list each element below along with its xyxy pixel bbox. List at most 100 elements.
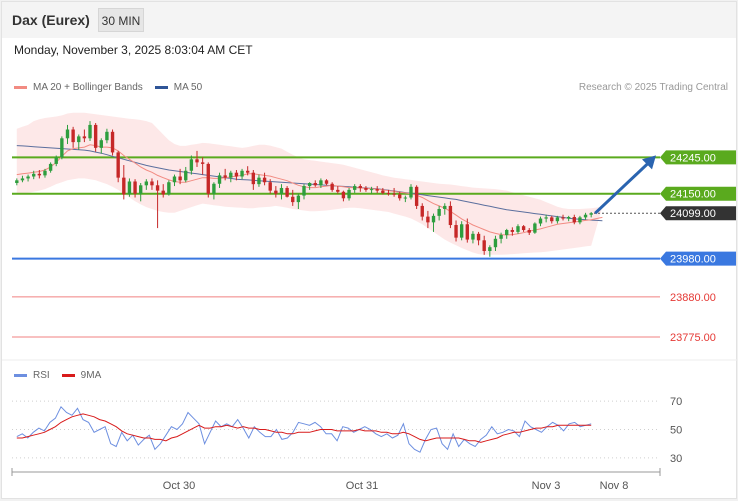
candle-body [336, 189, 340, 192]
candle-body [409, 186, 413, 198]
x-tick-label: Nov 8 [600, 480, 629, 492]
candle-body [527, 230, 531, 233]
candle-body [488, 247, 492, 252]
forecast-arrowhead-icon [642, 155, 656, 170]
candle-body [313, 183, 317, 186]
candle-body [414, 186, 419, 206]
candle-body [516, 226, 520, 232]
candle-body [77, 136, 81, 143]
candle-body [533, 223, 537, 233]
candle-body [172, 176, 177, 183]
candle-body [369, 189, 374, 191]
legend-ma50: MA 50 [154, 82, 203, 93]
candle-body [88, 124, 92, 139]
level-label-target: 23775.00 [670, 332, 716, 344]
candle-body [240, 170, 244, 177]
candle-body [465, 224, 469, 240]
candle-body [279, 187, 284, 194]
ma20-swatch-icon [14, 86, 27, 89]
candle-body [459, 224, 464, 238]
candle-body [426, 216, 430, 223]
candle-body [26, 176, 30, 179]
candle-body [223, 175, 227, 178]
legend-rsi: RSI [14, 370, 50, 381]
candle-body [246, 170, 250, 173]
candle-body [544, 217, 548, 219]
candle-body [99, 140, 103, 148]
candle-body [184, 170, 188, 181]
candle-body [291, 196, 295, 203]
candle-body [150, 181, 154, 186]
candle-body [116, 152, 120, 178]
candle-body [268, 182, 272, 191]
candle-body [398, 194, 402, 199]
legend-ma50-label: MA 50 [173, 82, 203, 93]
legend-9ma-label: 9MA [80, 370, 102, 381]
candle-body [454, 225, 458, 238]
candle-body [392, 193, 396, 195]
candle-body [155, 185, 160, 191]
candle-body [217, 175, 222, 184]
rsi-line [16, 405, 592, 453]
candle-body [352, 186, 357, 190]
rsi-tick-label: 70 [670, 396, 682, 408]
candle-body [296, 195, 301, 203]
candle-body [161, 190, 165, 195]
candle-body [307, 183, 312, 187]
forecast-arrow-line [594, 162, 650, 215]
level-tag-resistance [660, 186, 736, 201]
candle-body [589, 213, 593, 215]
rsi-tick-label: 50 [670, 425, 682, 437]
rsi-tick-label: 30 [670, 453, 682, 465]
candle-body [566, 217, 571, 219]
candle-body [200, 162, 205, 164]
price-legend: MA 20 + Bollinger Bands MA 50 [14, 82, 214, 93]
candle-body [251, 172, 256, 185]
candle-body [555, 217, 560, 222]
candle-body [144, 181, 149, 186]
level-tag-resistance [660, 150, 736, 165]
legend-ma20-label: MA 20 + Bollinger Bands [33, 82, 143, 93]
candle-body [127, 181, 132, 195]
candle-body [48, 163, 53, 171]
candle-body [65, 129, 70, 139]
candle-body [499, 234, 503, 239]
candle-body [521, 226, 526, 230]
candle-body [93, 124, 98, 148]
candle-body [178, 176, 182, 181]
candle-body [54, 157, 58, 164]
candle-body [133, 181, 137, 194]
candle-body [448, 205, 453, 226]
candle-body [105, 131, 109, 141]
instrument-title: Dax (Eurex) [12, 12, 90, 28]
timestamp: Monday, November 3, 2025 8:03:04 AM CET [14, 43, 253, 57]
candle-body [561, 217, 565, 219]
candle-body [510, 230, 515, 232]
candle-body [493, 238, 498, 248]
candle-body [285, 187, 289, 197]
x-tick-label: Oct 31 [346, 480, 378, 492]
candle-body [583, 214, 588, 218]
candle-body [229, 172, 233, 178]
candle-body [324, 180, 329, 184]
candle-body [578, 217, 582, 223]
x-tick-label: Nov 3 [532, 480, 561, 492]
legend-rsi-label: RSI [33, 370, 50, 381]
legend-ma20: MA 20 + Bollinger Bands [14, 82, 143, 93]
credit-text: Research © 2025 Trading Central [578, 82, 728, 93]
candle-body [71, 129, 75, 143]
legend-9ma: 9MA [61, 370, 102, 381]
level-label-current: 24099.00 [670, 208, 716, 220]
rsi-legend: RSI 9MA [14, 370, 113, 381]
x-tick-label: Oct 30 [163, 480, 195, 492]
candle-body [505, 230, 509, 235]
candle-body [206, 163, 210, 194]
candle-body [262, 177, 267, 183]
candle-body [364, 187, 368, 190]
candle-body [443, 205, 447, 209]
level-tag-support [660, 251, 736, 266]
candle-body [330, 183, 334, 190]
rsi-swatch-icon [14, 374, 27, 377]
interval-button[interactable]: 30 MIN [98, 8, 144, 32]
